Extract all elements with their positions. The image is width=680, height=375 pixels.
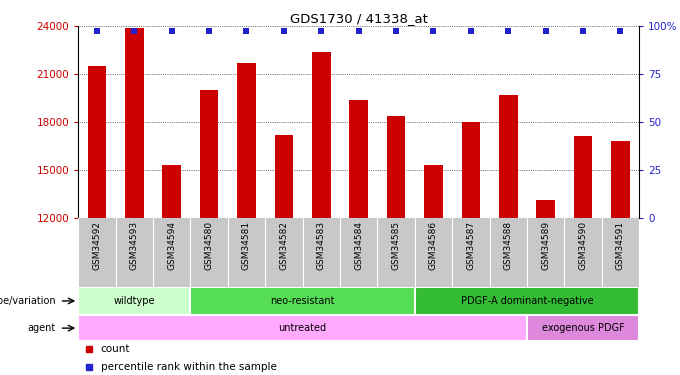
Text: GSM34587: GSM34587 <box>466 221 475 270</box>
Bar <box>415 287 639 315</box>
Text: GSM34581: GSM34581 <box>242 221 251 270</box>
Text: GSM34594: GSM34594 <box>167 221 176 270</box>
Bar <box>537 200 555 375</box>
Text: percentile rank within the sample: percentile rank within the sample <box>101 362 277 372</box>
Text: count: count <box>101 344 130 354</box>
Point <box>503 28 514 34</box>
Point <box>390 28 401 34</box>
Text: GSM34586: GSM34586 <box>429 221 438 270</box>
Point <box>241 28 252 34</box>
Bar <box>237 63 256 375</box>
Text: GSM34588: GSM34588 <box>504 221 513 270</box>
Bar <box>275 135 293 375</box>
Bar <box>574 136 592 375</box>
Text: GSM34584: GSM34584 <box>354 221 363 270</box>
Text: PDGF-A dominant-negative: PDGF-A dominant-negative <box>460 296 594 306</box>
Text: GSM34592: GSM34592 <box>92 221 101 270</box>
Bar <box>163 165 181 375</box>
Point <box>615 28 626 34</box>
Point <box>129 28 140 34</box>
Bar <box>88 66 106 375</box>
Point <box>91 28 103 34</box>
Text: GSM34583: GSM34583 <box>317 221 326 270</box>
Point <box>465 28 476 34</box>
Bar <box>527 315 639 341</box>
Bar <box>611 141 630 375</box>
Point <box>540 28 551 34</box>
Bar <box>78 287 190 315</box>
Point <box>577 28 588 34</box>
Bar <box>125 28 143 375</box>
Text: agent: agent <box>27 323 56 333</box>
Point <box>203 28 214 34</box>
Text: GSM34582: GSM34582 <box>279 221 288 270</box>
Bar <box>424 165 443 375</box>
Bar <box>350 100 368 375</box>
Bar <box>499 95 517 375</box>
Text: genotype/variation: genotype/variation <box>0 296 56 306</box>
Point <box>279 28 290 34</box>
Text: GSM34590: GSM34590 <box>579 221 588 270</box>
Text: GSM34591: GSM34591 <box>616 221 625 270</box>
Point <box>428 28 439 34</box>
Text: exogenous PDGF: exogenous PDGF <box>542 323 624 333</box>
Text: GSM34585: GSM34585 <box>392 221 401 270</box>
Text: GSM34580: GSM34580 <box>205 221 214 270</box>
Text: wildtype: wildtype <box>114 296 155 306</box>
Bar <box>387 116 405 375</box>
Text: untreated: untreated <box>279 323 326 333</box>
Bar <box>200 90 218 375</box>
Bar <box>312 52 330 375</box>
Point <box>166 28 177 34</box>
Text: neo-resistant: neo-resistant <box>271 296 335 306</box>
Text: GSM34593: GSM34593 <box>130 221 139 270</box>
Bar <box>78 315 527 341</box>
Title: GDS1730 / 41338_at: GDS1730 / 41338_at <box>290 12 428 25</box>
Point <box>316 28 326 34</box>
Text: GSM34589: GSM34589 <box>541 221 550 270</box>
Bar <box>462 122 480 375</box>
Point <box>353 28 364 34</box>
Bar <box>190 287 415 315</box>
